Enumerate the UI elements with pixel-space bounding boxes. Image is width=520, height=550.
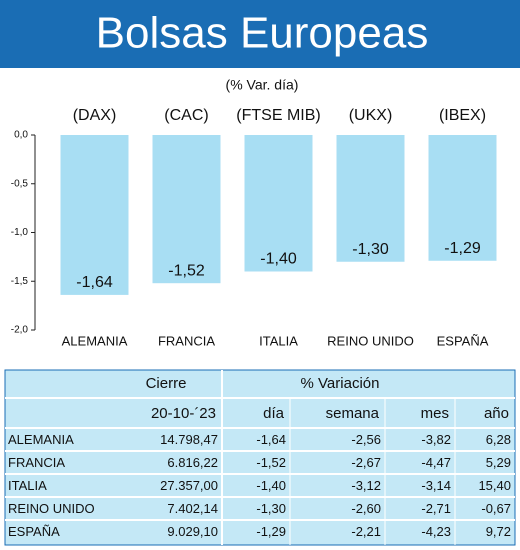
table-subheader: año — [484, 405, 509, 422]
table-cell: -4,23 — [421, 524, 451, 539]
table-header: Cierre — [146, 375, 187, 392]
y-tick-label: -1,0 — [11, 227, 29, 238]
chart-title: Bolsas Europeas — [96, 9, 429, 58]
row-label: ALEMANIA — [8, 432, 74, 447]
table-cell: -1,52 — [256, 455, 286, 470]
y-tick-label: 0,0 — [14, 130, 28, 141]
table-cell: 14.798,47 — [160, 432, 218, 447]
table-header: % Variación — [301, 375, 380, 392]
table-cell: -1,40 — [256, 478, 286, 493]
x-tick-label: FRANCIA — [158, 333, 215, 348]
bar — [336, 135, 405, 262]
value-label: -1,64 — [76, 274, 113, 291]
table-cell: -1,29 — [256, 524, 286, 539]
title-bar — [0, 0, 520, 68]
bar — [428, 135, 497, 261]
table-cell: 9,72 — [486, 524, 511, 539]
bar — [244, 135, 313, 272]
table-subheader: 20-10-´23 — [151, 405, 216, 422]
table-cell: -2,21 — [351, 524, 381, 539]
value-label: -1,52 — [168, 262, 205, 279]
table-cell: 6,28 — [486, 432, 511, 447]
index-label: (UKX) — [349, 107, 393, 124]
table-cell: -3,82 — [421, 432, 451, 447]
table-cell: 9.029,10 — [167, 524, 218, 539]
table-cell: 27.357,00 — [160, 478, 218, 493]
table-cell: 7.402,14 — [167, 501, 218, 516]
table-subheader: mes — [421, 405, 449, 422]
table-cell: -1,30 — [256, 501, 286, 516]
table-cell: 5,29 — [486, 455, 511, 470]
table-cell: -0,67 — [481, 501, 511, 516]
table-cell: -2,56 — [351, 432, 381, 447]
index-label: (DAX) — [73, 107, 117, 124]
table-cell: 6.816,22 — [167, 455, 218, 470]
y-tick-label: -2,0 — [11, 325, 29, 336]
x-tick-label: ESPAÑA — [437, 333, 489, 348]
table-cell: 15,40 — [478, 478, 511, 493]
x-tick-label: ITALIA — [259, 333, 298, 348]
index-label: (CAC) — [164, 107, 208, 124]
x-tick-label: ALEMANIA — [62, 333, 128, 348]
table-cell: -1,64 — [256, 432, 286, 447]
row-label: ESPAÑA — [8, 524, 60, 539]
bar — [152, 135, 221, 284]
table-cell: -3,14 — [421, 478, 451, 493]
row-label: REINO UNIDO — [8, 501, 95, 516]
bar — [60, 135, 129, 295]
value-label: -1,29 — [444, 240, 481, 257]
table-cell: -2,71 — [421, 501, 451, 516]
index-label: (FTSE MIB) — [236, 107, 320, 124]
index-label: (IBEX) — [439, 107, 486, 124]
table-cell: -2,60 — [351, 501, 381, 516]
table-subheader: semana — [326, 405, 380, 422]
table-cell: -2,67 — [351, 455, 381, 470]
chart-subtitle: (% Var. día) — [226, 77, 299, 93]
table-bg — [4, 369, 516, 546]
row-label: ITALIA — [8, 478, 47, 493]
row-label: FRANCIA — [8, 455, 65, 470]
table-cell: -3,12 — [351, 478, 381, 493]
y-tick-label: -0,5 — [11, 178, 29, 189]
table-cell: -4,47 — [421, 455, 451, 470]
value-label: -1,30 — [352, 241, 389, 258]
y-tick-label: -1,5 — [11, 276, 29, 287]
value-label: -1,40 — [260, 251, 297, 268]
x-tick-label: REINO UNIDO — [327, 333, 414, 348]
table-subheader: día — [263, 405, 285, 422]
